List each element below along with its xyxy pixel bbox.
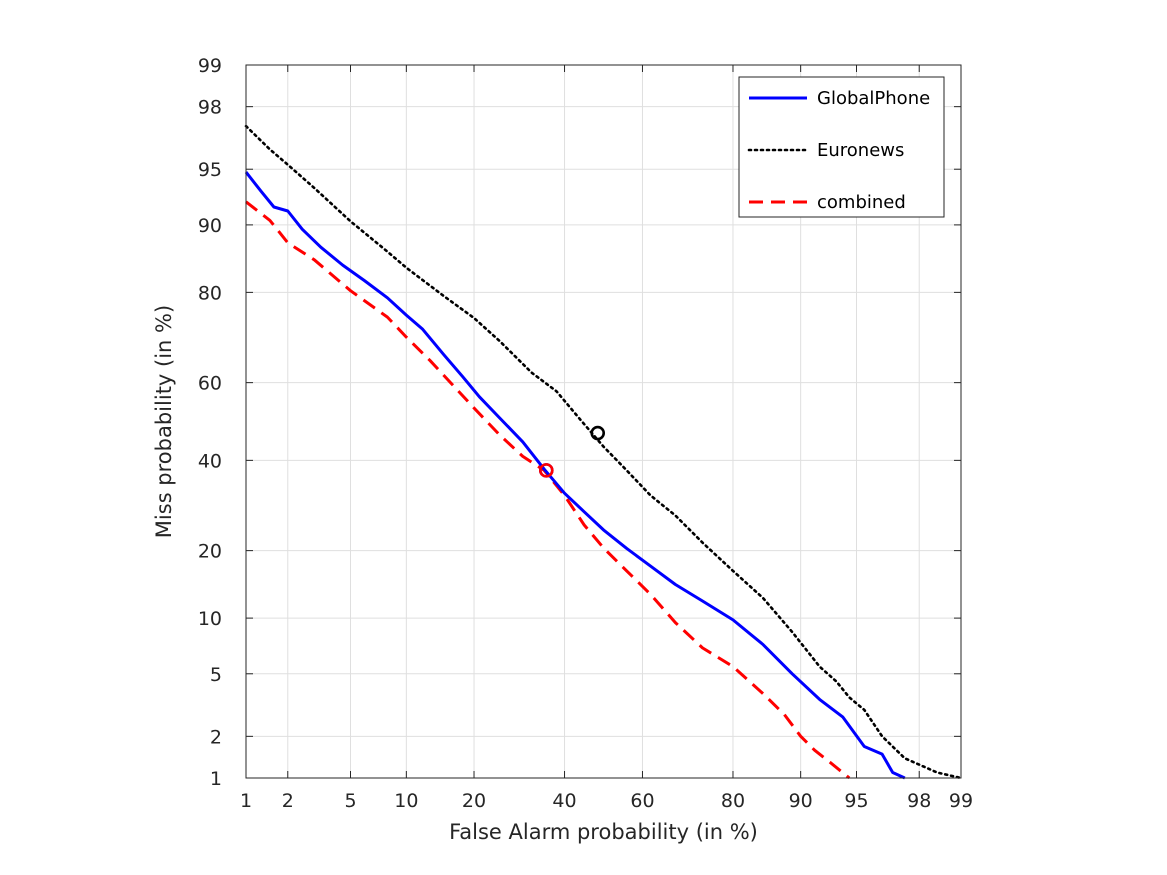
y-tick-label: 10: [198, 608, 222, 630]
y-tick-label: 99: [198, 55, 222, 77]
legend-label-euronews: Euronews: [817, 140, 904, 161]
legend-label-combined: combined: [817, 192, 906, 213]
det-curves: [244, 124, 963, 780]
x-tick-label: 10: [394, 790, 418, 812]
curve-combined: [245, 200, 851, 780]
y-tick-label: 90: [198, 215, 222, 237]
x-tick-label: 90: [789, 790, 813, 812]
legend-label-globalphone: GlobalPhone: [817, 88, 930, 109]
x-axis-label: False Alarm probability (in %): [449, 820, 758, 844]
y-axis-label: Miss probability (in %): [152, 305, 176, 538]
x-tick-label: 60: [630, 790, 654, 812]
y-tick-label: 2: [210, 726, 222, 748]
y-tick-label: 95: [198, 159, 222, 181]
x-tick-label: 1: [240, 790, 252, 812]
axes-box: [245, 64, 962, 779]
legend: GlobalPhone Euronews combined: [738, 76, 945, 218]
operating-point-markers: [538, 425, 606, 478]
y-tick-label: 1: [210, 768, 222, 790]
y-tick-label: 5: [210, 664, 222, 686]
x-tick-label: 5: [344, 790, 356, 812]
y-tick-label: 20: [198, 541, 222, 563]
x-tick-label: 80: [721, 790, 745, 812]
axis-ticks: 1 2 5 10 20 40 60 80 90 95 98 99 1 2 5 10 20 40 60 80 90 95 98…: [198, 55, 973, 812]
y-tick-label: 98: [198, 97, 222, 119]
legend-box: [738, 76, 945, 218]
curve-euronews: [244, 124, 963, 780]
y-tick-label: 40: [198, 450, 222, 472]
marker-euronews: [590, 425, 606, 441]
x-tick-label: 95: [844, 790, 868, 812]
y-tick-label: 80: [198, 282, 222, 304]
x-tick-label: 20: [462, 790, 486, 812]
curve-globalphone: [244, 171, 906, 780]
x-tick-label: 40: [552, 790, 576, 812]
x-tick-label: 98: [907, 790, 931, 812]
x-tick-label: 99: [949, 790, 973, 812]
y-tick-label: 60: [198, 373, 222, 395]
marker-combined: [538, 463, 554, 478]
x-tick-label: 2: [282, 790, 294, 812]
